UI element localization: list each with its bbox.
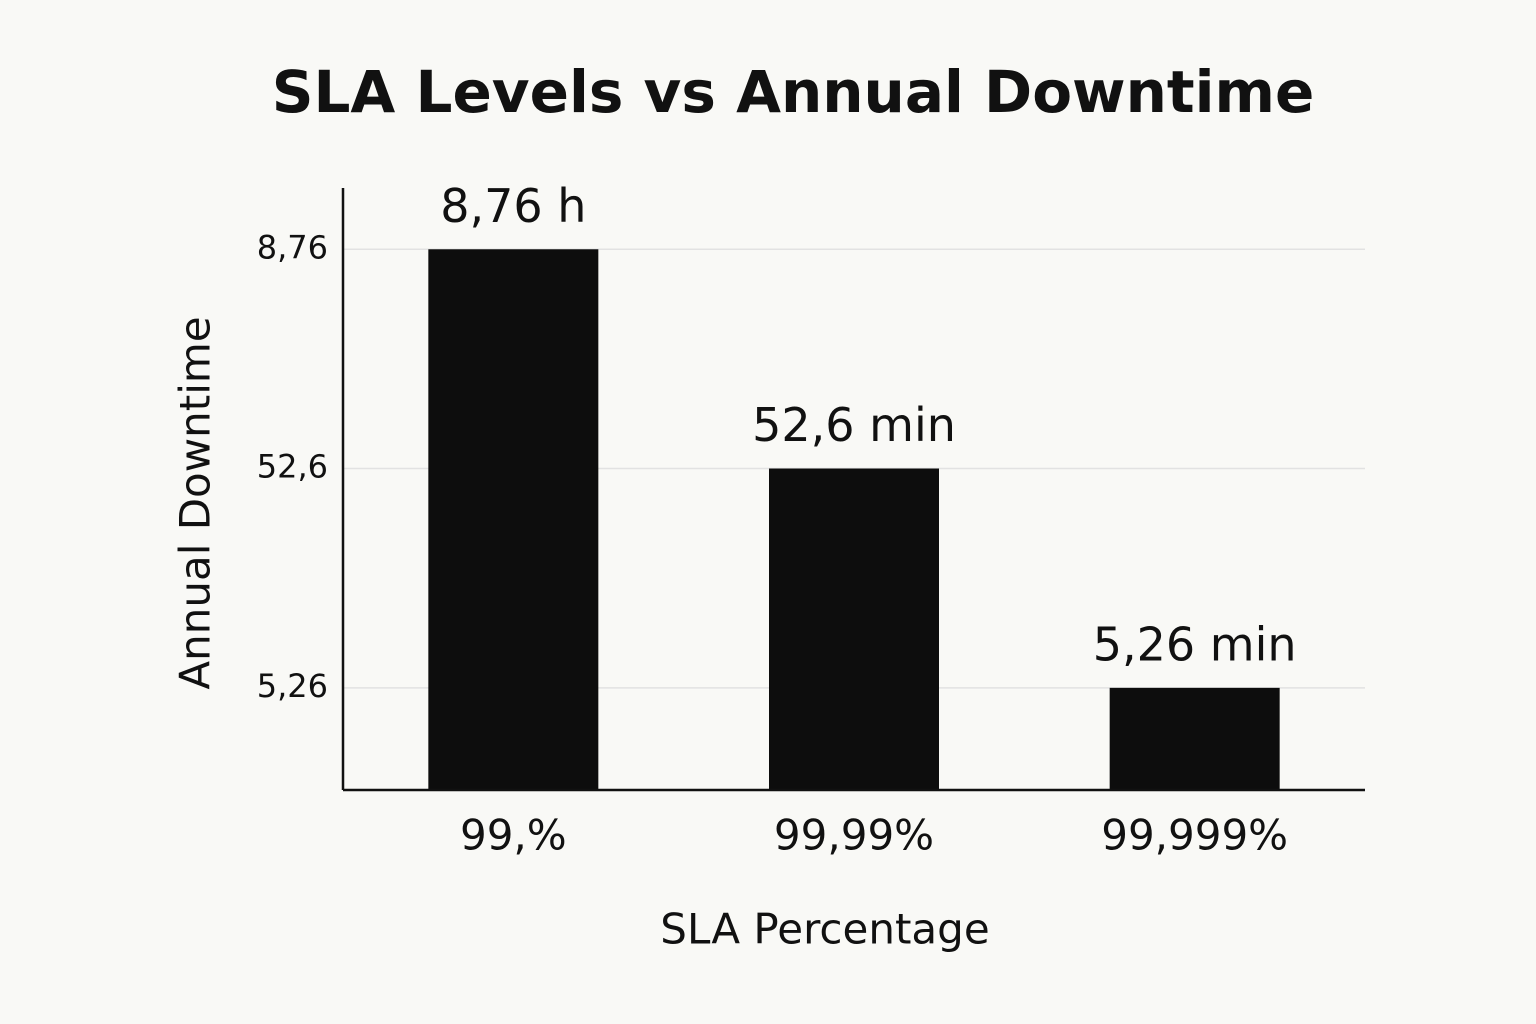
y-axis-label: Annual Downtime [171, 316, 220, 689]
y-tick-label: 52,6 [257, 448, 328, 486]
bar [769, 468, 939, 790]
data-label: 8,76 h [440, 179, 586, 233]
x-tick-label: 99,99% [774, 811, 934, 860]
x-tick-label: 99,% [460, 811, 567, 860]
data-label: 52,6 min [752, 398, 956, 452]
x-tick-label: 99,999% [1101, 811, 1288, 860]
y-tick-label: 5,26 [257, 667, 328, 705]
chart-title: SLA Levels vs Annual Downtime [272, 58, 1315, 126]
bar [1109, 687, 1280, 790]
y-tick-label: 8,76 [257, 228, 328, 266]
data-label: 5,26 min [1093, 617, 1297, 671]
bar [428, 249, 599, 790]
x-axis-label: SLA Percentage [660, 905, 989, 954]
